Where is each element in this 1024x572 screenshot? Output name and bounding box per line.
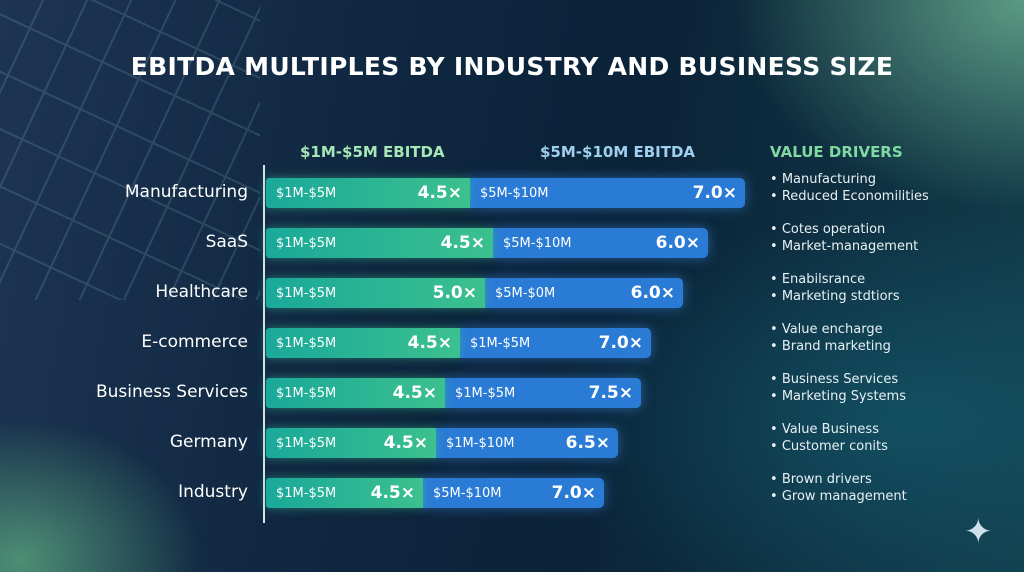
bar-small-label: $1M-$5M xyxy=(276,335,337,351)
bar-large-value: 7.5× xyxy=(588,383,633,403)
category-label: Industry xyxy=(178,482,248,502)
bar-row: Germany $1M-$5M 4.5× $1M-$10M 6.5× xyxy=(0,428,1024,458)
driver-item: • Business Services xyxy=(770,372,899,387)
bar-small: $1M-$5M 4.5× xyxy=(266,478,423,508)
driver-item: • Brand marketing xyxy=(770,339,891,354)
category-label: Germany xyxy=(169,432,248,452)
bar-large-value: 6.0× xyxy=(630,283,675,303)
bar-large-label: $5M-$10M xyxy=(503,235,572,251)
bar-small-label: $1M-$5M xyxy=(276,185,337,201)
bar-small-value: 5.0× xyxy=(432,283,477,303)
driver-item: • Marketing Systems xyxy=(770,389,906,404)
value-drivers-list: • Manufacturing • Reduced Economilities xyxy=(770,171,929,205)
bar-small: $1M-$5M 4.5× xyxy=(266,228,493,258)
bar-small-value: 4.5× xyxy=(407,333,452,353)
bar-large-label: $5M-$10M xyxy=(480,185,549,201)
bar-row: Industry $1M-$5M 4.5× $5M-$10M 7.0× xyxy=(0,478,1024,508)
bar-large-label: $1M-$10M xyxy=(446,435,515,451)
bar-large: $1M-$5M 7.5× xyxy=(445,378,641,408)
value-drivers-list: • Brown drivers • Grow management xyxy=(770,471,907,505)
driver-item: • Manufacturing xyxy=(770,172,876,187)
driver-item: • Brown drivers xyxy=(770,472,872,487)
series-header-small: $1M-$5M EBITDA xyxy=(300,143,445,161)
bar-large: $5M-$10M 7.0× xyxy=(423,478,604,508)
drivers-header: VALUE DRIVERS xyxy=(770,143,903,161)
bar-small-label: $1M-$5M xyxy=(276,285,337,301)
bar-large-value: 7.0× xyxy=(692,183,737,203)
bar-large-label: $5M-$10M xyxy=(433,485,502,501)
bar-small: $1M-$5M 4.5× xyxy=(266,178,470,208)
bar-row: Healthcare $1M-$5M 5.0× $5M-$0M 6.0× xyxy=(0,278,1024,308)
bar-small-value: 4.5× xyxy=(383,433,428,453)
bar-large-label: $1M-$5M xyxy=(455,385,516,401)
bar-small-label: $1M-$5M xyxy=(276,485,337,501)
bar-large-value: 6.0× xyxy=(655,233,700,253)
bar-small-value: 4.5× xyxy=(392,383,437,403)
value-drivers-list: • Cotes operation • Market-management xyxy=(770,221,918,255)
bar-large: $1M-$10M 6.5× xyxy=(436,428,618,458)
value-drivers-list: • Value encharge • Brand marketing xyxy=(770,321,891,355)
bar-large-label: $5M-$0M xyxy=(495,285,556,301)
value-drivers-list: • Value Business • Customer conits xyxy=(770,421,888,455)
bar-row: SaaS $1M-$5M 4.5× $5M-$10M 6.0× xyxy=(0,228,1024,258)
category-label: Business Services xyxy=(95,382,248,402)
driver-item: • Cotes operation xyxy=(770,222,886,237)
driver-item: • Reduced Economilities xyxy=(770,189,929,204)
category-label: SaaS xyxy=(205,232,248,252)
bar-large-value: 6.5× xyxy=(565,433,610,453)
driver-item: • Enabilsrance xyxy=(770,272,866,287)
bar-small: $1M-$5M 4.5× xyxy=(266,378,445,408)
bar-small: $1M-$5M 4.5× xyxy=(266,428,436,458)
bar-small-value: 4.5× xyxy=(370,483,415,503)
bar-small-label: $1M-$5M xyxy=(276,385,337,401)
driver-item: • Marketing stdtiors xyxy=(770,289,900,304)
bar-small-value: 4.5× xyxy=(417,183,462,203)
building-background xyxy=(0,0,260,300)
bar-row: Business Services $1M-$5M 4.5× $1M-$5M 7… xyxy=(0,378,1024,408)
category-label: E-commerce xyxy=(141,332,248,352)
bar-row: Manufacturing $1M-$5M 4.5× $5M-$10M 7.0× xyxy=(0,178,1024,208)
category-label: Manufacturing xyxy=(124,182,248,202)
category-label: Healthcare xyxy=(155,282,248,302)
bar-small-label: $1M-$5M xyxy=(276,235,337,251)
bar-large: $5M-$10M 6.0× xyxy=(493,228,708,258)
bar-small: $1M-$5M 5.0× xyxy=(266,278,485,308)
driver-item: • Market-management xyxy=(770,239,919,254)
value-drivers-list: • Business Services • Marketing Systems xyxy=(770,371,906,405)
driver-item: • Customer conits xyxy=(770,439,888,454)
bar-small-value: 4.5× xyxy=(440,233,485,253)
bar-large: $1M-$5M 7.0× xyxy=(460,328,651,358)
bar-large-value: 7.0× xyxy=(551,483,596,503)
axis-line xyxy=(263,165,265,523)
sparkle-icon: ✦ xyxy=(964,512,993,552)
driver-item: • Grow management xyxy=(770,489,907,504)
bar-small-label: $1M-$5M xyxy=(276,435,337,451)
bar-small: $1M-$5M 4.5× xyxy=(266,328,460,358)
bar-large-value: 7.0× xyxy=(598,333,643,353)
bar-row: E-commerce $1M-$5M 4.5× $1M-$5M 7.0× xyxy=(0,328,1024,358)
driver-item: • Value Business xyxy=(770,422,879,437)
bar-large: $5M-$10M 7.0× xyxy=(470,178,745,208)
chart-title: EBITDA MULTIPLES BY INDUSTRY AND BUSINES… xyxy=(130,52,894,81)
value-drivers-list: • Enabilsrance • Marketing stdtiors xyxy=(770,271,900,305)
bar-large-label: $1M-$5M xyxy=(470,335,531,351)
bar-large: $5M-$0M 6.0× xyxy=(485,278,683,308)
driver-item: • Value encharge xyxy=(770,322,883,337)
series-header-large: $5M-$10M EBITDA xyxy=(540,143,696,161)
